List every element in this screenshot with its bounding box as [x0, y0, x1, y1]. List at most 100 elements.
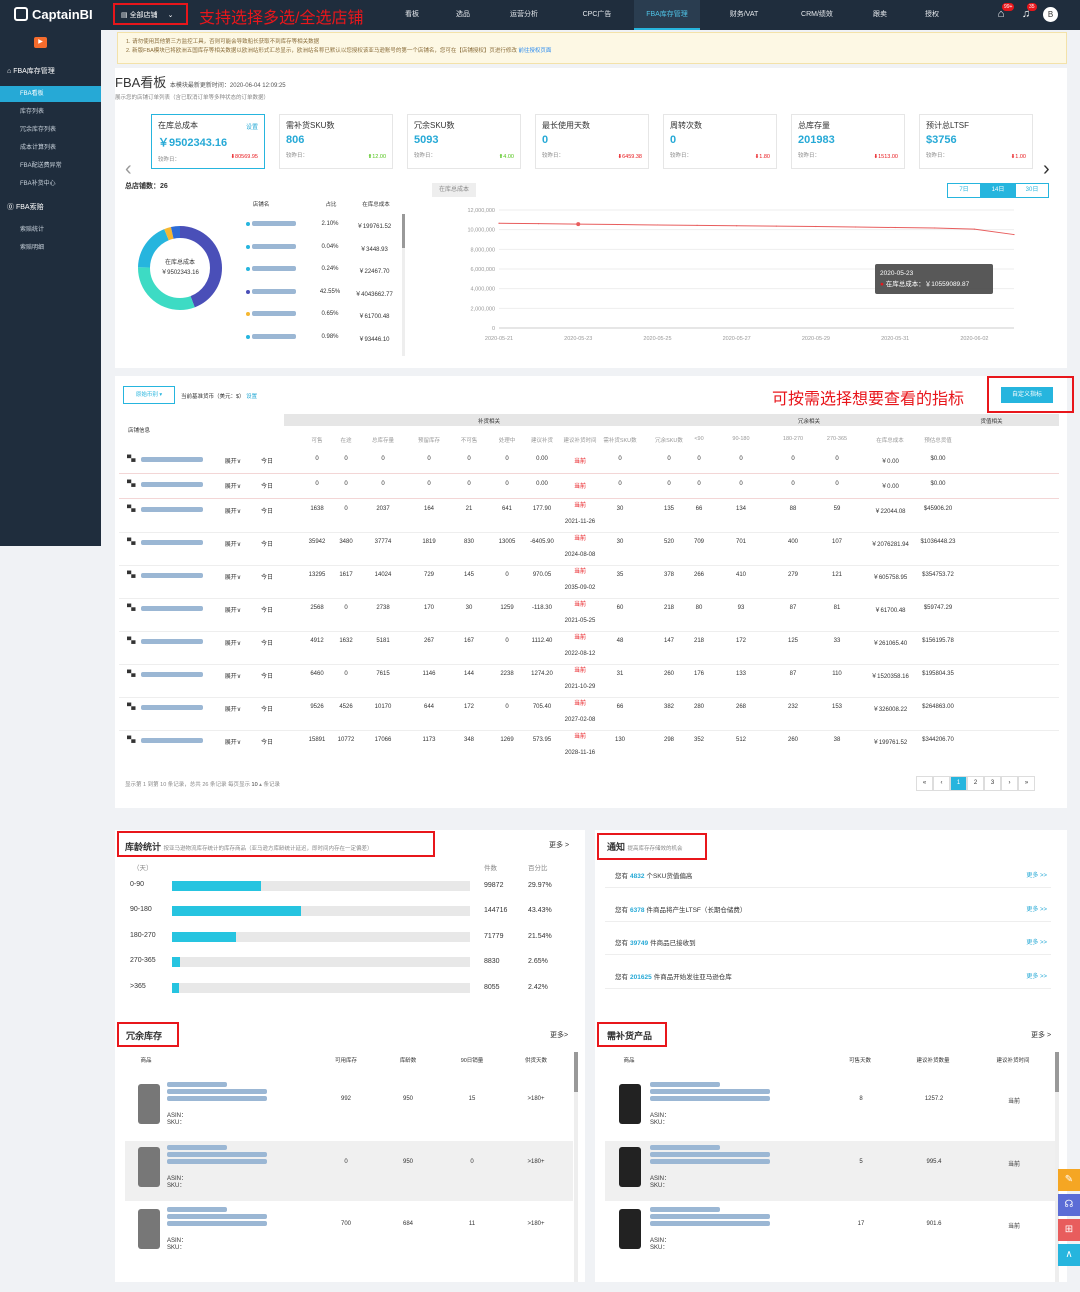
surplus-more-link[interactable]: 更多>: [550, 1032, 569, 1039]
expand-toggle[interactable]: 展开∨: [224, 484, 242, 490]
sidebar-item-fba-dashboard[interactable]: FBA看板: [0, 86, 101, 102]
gift-box-icon[interactable]: ⊞: [1058, 1219, 1080, 1241]
data-point[interactable]: [1013, 233, 1015, 236]
data-point[interactable]: [696, 224, 698, 226]
back-to-top-icon[interactable]: ∧: [1058, 1244, 1080, 1266]
store-name[interactable]: [141, 672, 203, 677]
gift-icon[interactable]: ⌂ 99+: [997, 3, 1015, 20]
expand-toggle[interactable]: 展开∨: [224, 459, 242, 465]
sidebar-item-restock-center[interactable]: FBA补货中心: [20, 181, 56, 187]
sidebar-item-claim-stats[interactable]: 索赔统计: [20, 227, 45, 233]
data-point[interactable]: [775, 225, 777, 227]
next-arrow-icon[interactable]: ›: [1043, 158, 1050, 180]
feedback-icon[interactable]: ✎: [1058, 1169, 1080, 1191]
play-icon[interactable]: ▶: [34, 37, 47, 48]
expand-toggle[interactable]: 展开∨: [224, 707, 242, 713]
notify-item[interactable]: 您有 201625 件商品开始发往亚马逊仓库 更多 >>: [605, 963, 1051, 989]
sidebar-item-surplus-list[interactable]: 冗余库存列表: [20, 127, 57, 133]
data-point[interactable]: [498, 222, 500, 224]
page-button[interactable]: 1: [950, 776, 967, 791]
currency-setting-link[interactable]: 设置: [246, 394, 258, 400]
data-point[interactable]: [934, 227, 936, 229]
nav-follow[interactable]: 跟卖: [873, 11, 887, 18]
prev-arrow-icon[interactable]: ‹: [125, 158, 132, 180]
notify-count[interactable]: 39749: [630, 940, 649, 947]
nav-finance[interactable]: 财务/VAT: [729, 11, 759, 18]
sidebar-section-claims[interactable]: ⓪ FBA索赔: [7, 204, 44, 211]
store-name[interactable]: [141, 606, 203, 611]
data-point[interactable]: [894, 226, 896, 229]
expand-toggle[interactable]: 展开∨: [224, 509, 242, 515]
kpi-inventory-cost[interactable]: 在库总成本 设置 ￥9502343.16 较昨日： ⬇80569.95: [151, 114, 265, 169]
page-button[interactable]: ›: [1001, 776, 1018, 791]
store-name[interactable]: [141, 540, 203, 545]
age-more-link[interactable]: 更多 >: [549, 842, 570, 849]
surplus-scrollbar[interactable]: [574, 1052, 578, 1282]
currency-filter[interactable]: 原始币别 ▾: [123, 386, 175, 404]
notify-item[interactable]: 您有 4832 个SKU货值偏高 更多 >>: [605, 862, 1051, 888]
store-name[interactable]: [141, 507, 203, 512]
range-7d[interactable]: 7日: [947, 183, 981, 198]
page-button[interactable]: »: [1018, 776, 1035, 791]
support-icon[interactable]: ☊: [1058, 1194, 1080, 1216]
custom-metric-button[interactable]: 自定义指标: [1001, 387, 1053, 403]
page-button[interactable]: 2: [967, 776, 984, 791]
sidebar-section-fba[interactable]: ⌂ FBA库存管理: [7, 68, 55, 75]
expand-toggle[interactable]: 展开∨: [224, 575, 242, 581]
notify-more-link[interactable]: 更多 >>: [1026, 873, 1047, 879]
bell-icon[interactable]: ♫ 35: [1021, 3, 1037, 20]
notify-item[interactable]: 您有 39749 件商品已接收到 更多 >>: [605, 929, 1051, 955]
page-button[interactable]: ‹: [933, 776, 950, 791]
legend-scrollbar[interactable]: [402, 214, 405, 356]
data-point[interactable]: [617, 223, 619, 226]
restock-more-link[interactable]: 更多 >: [1031, 1032, 1052, 1039]
store-name[interactable]: [141, 738, 203, 743]
sidebar-item-fee-anomaly[interactable]: FBA配送费异常: [20, 163, 62, 169]
store-select[interactable]: ▤ 全部店铺 ⌄: [113, 3, 188, 25]
auth-page-link[interactable]: 前往授权页面: [518, 48, 552, 54]
kpi-total-stock[interactable]: 总库存量 201983 较昨日： ⬇1513.00: [791, 114, 905, 169]
range-30d[interactable]: 30日: [1015, 183, 1049, 198]
store-name[interactable]: [141, 705, 203, 710]
logo[interactable]: CaptainBI: [14, 7, 93, 22]
nav-cpc[interactable]: CPC广告: [582, 11, 612, 18]
data-point[interactable]: [656, 224, 659, 226]
notify-more-link[interactable]: 更多 >>: [1026, 906, 1047, 913]
expand-toggle[interactable]: 展开∨: [224, 641, 242, 647]
store-name[interactable]: [141, 482, 203, 487]
nav-auth[interactable]: 授权: [925, 11, 939, 18]
notify-more-link[interactable]: 更多 >>: [1026, 940, 1047, 946]
nav-fba[interactable]: FBA库存管理: [634, 0, 700, 30]
notify-count[interactable]: 201625: [630, 973, 652, 981]
kpi-surplus-sku[interactable]: 冗余SKU数 5093 较昨日： ⬆4.00: [407, 114, 521, 169]
kpi-restock-sku[interactable]: 需补货SKU数 806 较昨日： ⬆12.00: [279, 114, 393, 169]
restock-scrollbar[interactable]: [1055, 1052, 1059, 1282]
notify-count[interactable]: 4832: [630, 873, 645, 880]
nav-operations[interactable]: 运营分析: [510, 11, 538, 18]
data-point[interactable]: [854, 226, 857, 228]
expand-toggle[interactable]: 展开∨: [224, 740, 242, 746]
page-button[interactable]: «: [916, 776, 933, 791]
data-point[interactable]: [815, 225, 817, 228]
data-point[interactable]: [538, 223, 540, 225]
store-name[interactable]: [141, 457, 203, 462]
sidebar-item-cost-list[interactable]: 成本计算列表: [20, 145, 57, 151]
data-point[interactable]: [576, 222, 581, 227]
kpi-turnover[interactable]: 周转次数 0 较昨日： ⬇1.80: [663, 114, 777, 169]
expand-toggle[interactable]: 展开∨: [224, 608, 242, 614]
store-name[interactable]: [141, 639, 203, 644]
expand-toggle[interactable]: 展开∨: [224, 542, 242, 548]
kpi-ltsf[interactable]: 预计总LTSF $3756 较昨日： ⬇1.00: [919, 114, 1033, 169]
nav-product-selection[interactable]: 选品: [456, 11, 470, 18]
store-name[interactable]: [141, 573, 203, 578]
kpi-setting-link[interactable]: 设置: [245, 125, 258, 131]
avatar[interactable]: B: [1043, 7, 1058, 22]
page-button[interactable]: 3: [984, 776, 1001, 791]
data-point[interactable]: [736, 225, 738, 227]
sidebar-item-inventory-list[interactable]: 库存列表: [20, 109, 45, 115]
notify-more-link[interactable]: 更多 >>: [1026, 973, 1047, 980]
expand-toggle[interactable]: 展开∨: [224, 674, 242, 680]
range-14d[interactable]: 14日: [981, 183, 1015, 198]
data-point[interactable]: [973, 228, 975, 230]
kpi-max-days[interactable]: 最长使用天数 0 较昨日： ⬇6459.38: [535, 114, 649, 169]
